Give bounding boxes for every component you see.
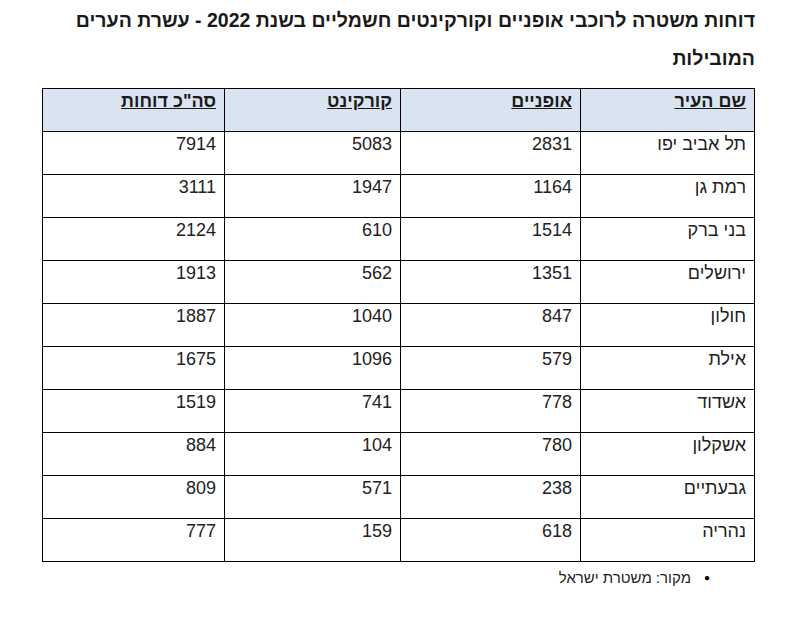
cell-total: 1887: [43, 304, 225, 347]
cell-bicycles: 579: [401, 347, 581, 390]
cell-scooter: 562: [225, 261, 401, 304]
page-title: דוחות משטרה לרוכבי אופניים וקורקינטים חש…: [30, 8, 755, 70]
table-header-row: שם העיר אופניים קורקינט סה"כ דוחות: [43, 89, 755, 132]
cell-city: רמת גן: [581, 175, 755, 218]
table-row: אילת57910961675: [43, 347, 755, 390]
cell-bicycles: 778: [401, 390, 581, 433]
cell-scooter: 571: [225, 476, 401, 519]
source-note: ● מקור: משטרת ישראל: [30, 568, 755, 588]
cell-bicycles: 1351: [401, 261, 581, 304]
cell-city: אשדוד: [581, 390, 755, 433]
page-title-line-1: דוחות משטרה לרוכבי אופניים וקורקינטים חש…: [30, 8, 755, 32]
header-bicycles: אופניים: [401, 89, 581, 132]
cell-total: 2124: [43, 218, 225, 261]
header-city-name: שם העיר: [581, 89, 755, 132]
cell-scooter: 159: [225, 519, 401, 562]
cell-scooter: 5083: [225, 132, 401, 175]
cell-scooter: 741: [225, 390, 401, 433]
cell-city: בני ברק: [581, 218, 755, 261]
police-reports-table: שם העיר אופניים קורקינט סה"כ דוחות תל אב…: [42, 88, 755, 562]
table-row: חולון84710401887: [43, 304, 755, 347]
page-title-line-2: המובילות: [30, 46, 755, 70]
cell-bicycles: 780: [401, 433, 581, 476]
cell-bicycles: 847: [401, 304, 581, 347]
cell-bicycles: 1514: [401, 218, 581, 261]
cell-scooter: 610: [225, 218, 401, 261]
cell-city: אילת: [581, 347, 755, 390]
cell-city: חולון: [581, 304, 755, 347]
table-row: ירושלים13515621913: [43, 261, 755, 304]
cell-total: 809: [43, 476, 225, 519]
cell-city: תל אביב יפו: [581, 132, 755, 175]
bullet-icon: ●: [704, 572, 710, 583]
cell-bicycles: 238: [401, 476, 581, 519]
cell-total: 1675: [43, 347, 225, 390]
cell-total: 7914: [43, 132, 225, 175]
cell-total: 1913: [43, 261, 225, 304]
cell-scooter: 1040: [225, 304, 401, 347]
cell-city: אשקלון: [581, 433, 755, 476]
table-row: אשקלון780104884: [43, 433, 755, 476]
cell-total: 884: [43, 433, 225, 476]
cell-total: 1519: [43, 390, 225, 433]
cell-bicycles: 1164: [401, 175, 581, 218]
table-row: נהריה618159777: [43, 519, 755, 562]
table-row: בני ברק15146102124: [43, 218, 755, 261]
table-row: תל אביב יפו283150837914: [43, 132, 755, 175]
cell-total: 3111: [43, 175, 225, 218]
header-total-reports: סה"כ דוחות: [43, 89, 225, 132]
cell-scooter: 1096: [225, 347, 401, 390]
cell-city: גבעתיים: [581, 476, 755, 519]
table-row: גבעתיים238571809: [43, 476, 755, 519]
table-row: אשדוד7787411519: [43, 390, 755, 433]
source-text: מקור: משטרת ישראל: [559, 569, 691, 586]
cell-city: ירושלים: [581, 261, 755, 304]
cell-bicycles: 618: [401, 519, 581, 562]
cell-total: 777: [43, 519, 225, 562]
header-scooter: קורקינט: [225, 89, 401, 132]
table-row: רמת גן116419473111: [43, 175, 755, 218]
cell-bicycles: 2831: [401, 132, 581, 175]
cell-scooter: 104: [225, 433, 401, 476]
cell-city: נהריה: [581, 519, 755, 562]
cell-scooter: 1947: [225, 175, 401, 218]
document-page: דוחות משטרה לרוכבי אופניים וקורקינטים חש…: [0, 0, 785, 588]
